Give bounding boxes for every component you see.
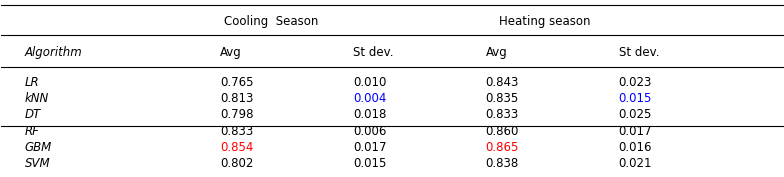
Text: 0.015: 0.015 (619, 92, 652, 105)
Text: Algorithm: Algorithm (25, 46, 82, 59)
Text: SVM: SVM (25, 157, 50, 170)
Text: 0.010: 0.010 (353, 76, 387, 89)
Text: LR: LR (25, 76, 39, 89)
Text: 0.843: 0.843 (486, 76, 519, 89)
Text: 0.833: 0.833 (486, 108, 519, 121)
Text: 0.025: 0.025 (619, 108, 652, 121)
Text: 0.865: 0.865 (486, 141, 519, 154)
Text: 0.860: 0.860 (486, 125, 519, 138)
Text: 0.015: 0.015 (353, 157, 387, 170)
Text: 0.006: 0.006 (353, 125, 387, 138)
Text: 0.813: 0.813 (220, 92, 253, 105)
Text: 0.838: 0.838 (486, 157, 519, 170)
Text: 0.004: 0.004 (353, 92, 387, 105)
Text: 0.017: 0.017 (619, 125, 652, 138)
Text: 0.798: 0.798 (220, 108, 254, 121)
Text: 0.016: 0.016 (619, 141, 652, 154)
Text: Heating season: Heating season (499, 15, 590, 28)
Text: kNN: kNN (25, 92, 49, 105)
Text: GBM: GBM (25, 141, 52, 154)
Text: 0.854: 0.854 (220, 141, 253, 154)
Text: 0.023: 0.023 (619, 76, 652, 89)
Text: DT: DT (25, 108, 41, 121)
Text: RF: RF (25, 125, 40, 138)
Text: St dev.: St dev. (353, 46, 394, 59)
Text: 0.802: 0.802 (220, 157, 253, 170)
Text: Cooling  Season: Cooling Season (223, 15, 318, 28)
Text: 0.765: 0.765 (220, 76, 254, 89)
Text: St dev.: St dev. (619, 46, 659, 59)
Text: 0.835: 0.835 (486, 92, 519, 105)
Text: 0.021: 0.021 (619, 157, 652, 170)
Text: 0.017: 0.017 (353, 141, 387, 154)
Text: 0.018: 0.018 (353, 108, 387, 121)
Text: 0.833: 0.833 (220, 125, 253, 138)
Text: Avg: Avg (486, 46, 507, 59)
Text: Avg: Avg (220, 46, 242, 59)
